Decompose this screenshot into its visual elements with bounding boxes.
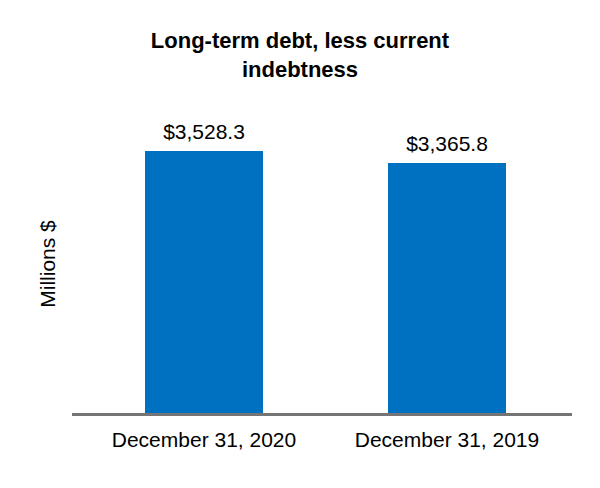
x-axis-tick-label-2020: December 31, 2020 xyxy=(74,428,334,452)
bar-group-2020: $3,528.3 xyxy=(145,119,263,413)
bar-value-label: $3,365.8 xyxy=(406,131,488,156)
bar-value-label: $3,528.3 xyxy=(163,119,245,144)
y-axis-label: Millions $ xyxy=(36,164,60,364)
x-axis-line xyxy=(72,413,572,416)
bar-december-31-2020 xyxy=(145,151,263,413)
x-axis-tick-label-2019: December 31, 2019 xyxy=(317,428,577,452)
bar-group-2019: $3,365.8 xyxy=(388,131,506,413)
chart-title: Long-term debt, less current indebtness xyxy=(110,26,490,84)
bar-december-31-2019 xyxy=(388,163,506,413)
bar-chart: Long-term debt, less current indebtness … xyxy=(0,0,600,488)
